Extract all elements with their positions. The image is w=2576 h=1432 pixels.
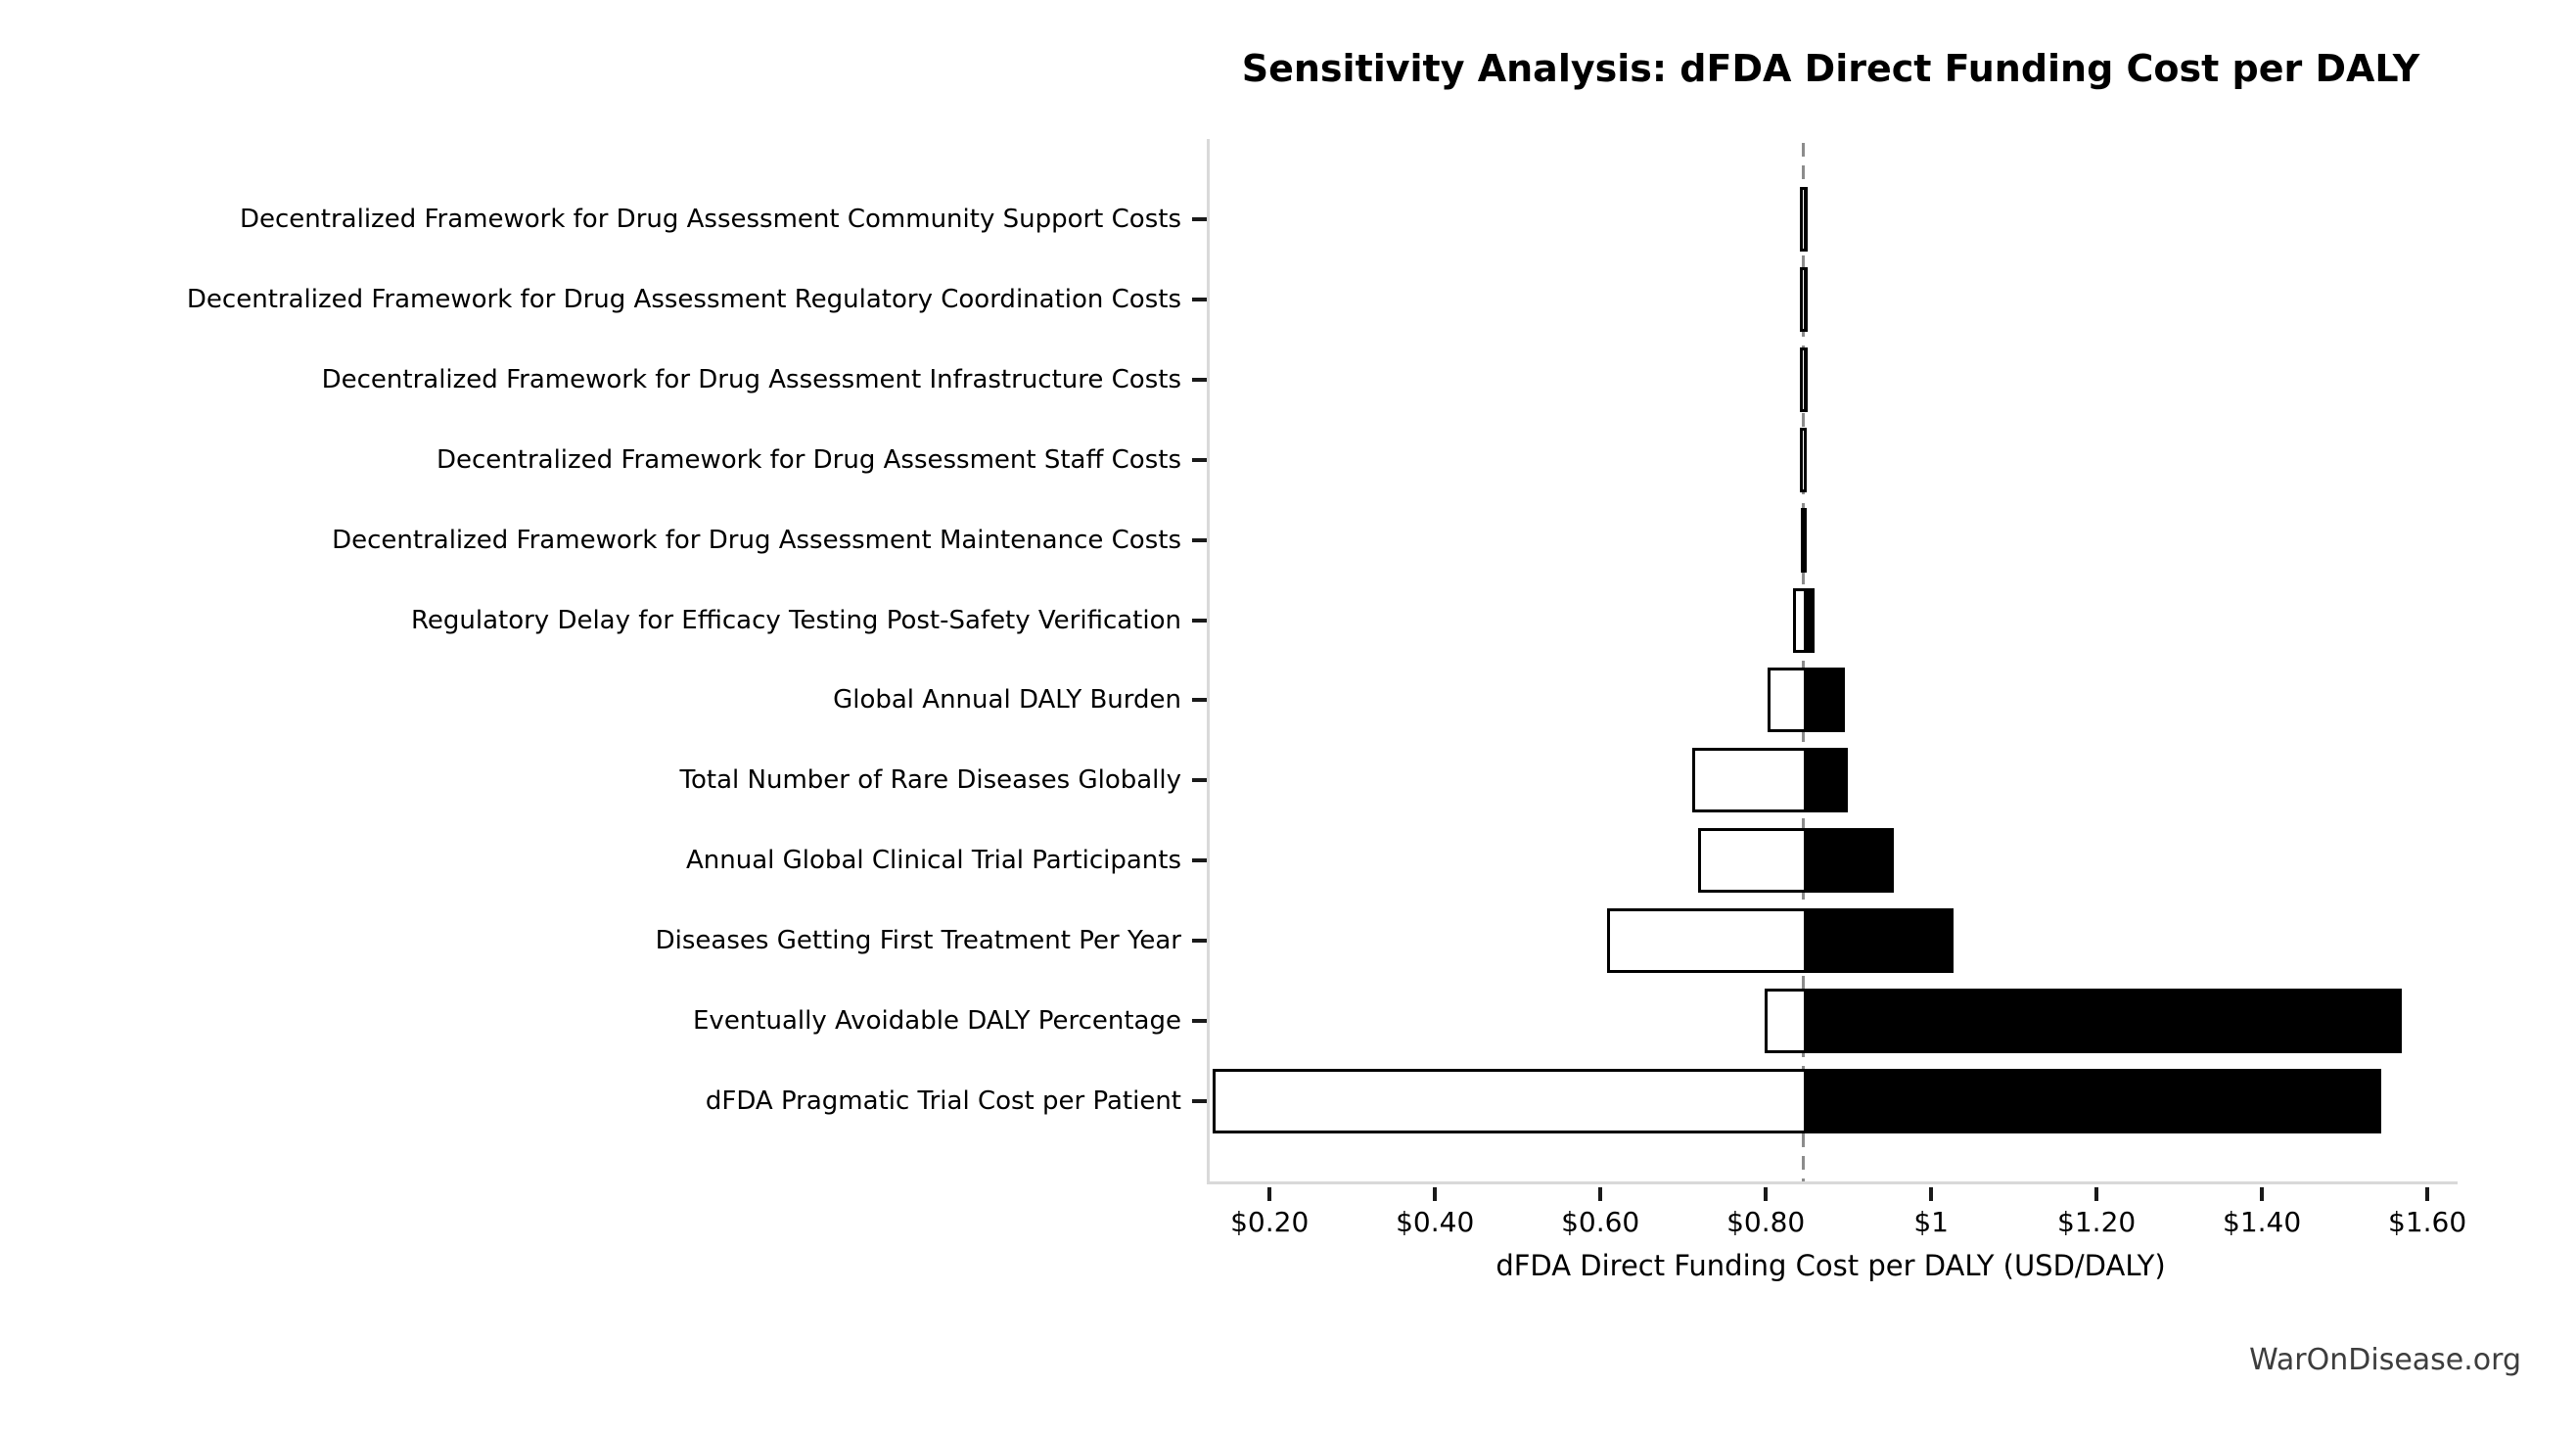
y-axis-labels: Decentralized Framework for Drug Assessm…	[0, 139, 1181, 1181]
y-tick-mark	[1192, 1019, 1207, 1024]
x-tick-mark	[2425, 1187, 2430, 1201]
bar-high-segment	[1803, 831, 1891, 891]
bar-high-segment	[1803, 911, 1952, 971]
x-tick-label: $0.80	[1726, 1206, 1806, 1238]
chart-title: Sensitivity Analysis: dFDA Direct Fundin…	[1241, 47, 2420, 90]
y-tick-mark	[1192, 537, 1207, 542]
x-tick-label: $1	[1913, 1206, 1949, 1238]
y-axis-label: dFDA Pragmatic Trial Cost per Patient	[705, 1086, 1181, 1117]
x-tick-mark	[2094, 1187, 2099, 1201]
x-axis-title: dFDA Direct Funding Cost per DALY (USD/D…	[1495, 1249, 2166, 1282]
y-tick-mark	[1192, 1099, 1207, 1104]
x-tick-label: $0.60	[1561, 1206, 1640, 1238]
bar-high-segment	[1803, 590, 1812, 650]
y-axis-label: Decentralized Framework for Drug Assessm…	[436, 444, 1181, 475]
y-tick-mark	[1192, 858, 1207, 863]
bar-high-segment	[1803, 1072, 2379, 1132]
footer-brand: WarOnDisease.org	[2249, 1343, 2521, 1377]
baseline-dashed-line	[1802, 143, 1806, 1181]
y-tick-mark	[1192, 618, 1207, 623]
bar-high-segment	[1803, 670, 1842, 730]
x-tick-mark	[1598, 1187, 1603, 1201]
bar-high-segment	[1803, 992, 2400, 1051]
plot-area	[1192, 139, 2458, 1184]
y-axis-label: Total Number of Rare Diseases Globally	[679, 765, 1181, 796]
tornado-bar	[1606, 908, 1955, 974]
tornado-bar	[1800, 427, 1808, 492]
tornado-bar	[1768, 668, 1845, 733]
x-tick-mark	[1433, 1187, 1438, 1201]
tornado-bar	[1698, 828, 1894, 894]
y-axis-label: Regulatory Delay for Efficacy Testing Po…	[410, 605, 1181, 635]
y-axis-label: Global Annual DALY Burden	[833, 685, 1181, 716]
x-tick-mark	[1267, 1187, 1272, 1201]
y-axis-label: Decentralized Framework for Drug Assessm…	[240, 204, 1181, 234]
x-tick-label: $0.20	[1230, 1206, 1310, 1238]
y-axis-label: Decentralized Framework for Drug Assessm…	[321, 364, 1181, 394]
tornado-bar	[1212, 1069, 2382, 1134]
x-tick-mark	[2260, 1187, 2265, 1201]
y-axis-label: Annual Global Clinical Trial Participant…	[686, 846, 1181, 876]
y-tick-mark	[1192, 377, 1207, 382]
x-tick-mark	[1764, 1187, 1769, 1201]
x-axis-ticks: $0.20 $0.40 $0.60 $0.80 $1 $1.20 $1.40 $1.60	[1207, 1184, 2466, 1321]
tornado-bar	[1799, 186, 1809, 252]
y-axis-label: Diseases Getting First Treatment Per Yea…	[655, 926, 1181, 956]
x-tick-label: $1.60	[2388, 1206, 2467, 1238]
tornado-bar	[1792, 587, 1815, 653]
bar-high-segment	[1803, 751, 1846, 810]
tornado-bar	[1764, 989, 2403, 1054]
y-axis-label: Decentralized Framework for Drug Assessm…	[332, 525, 1181, 555]
y-tick-mark	[1192, 297, 1207, 301]
y-axis-label: Eventually Avoidable DALY Percentage	[693, 1006, 1181, 1037]
x-tick-mark	[1929, 1187, 1934, 1201]
x-tick-label: $0.40	[1396, 1206, 1475, 1238]
tornado-bar	[1800, 346, 1808, 412]
bar-high-segment	[1803, 189, 1806, 249]
tornado-bar	[1800, 507, 1808, 573]
bar-high-segment	[1803, 349, 1805, 409]
y-tick-mark	[1192, 698, 1207, 703]
y-axis-label: Decentralized Framework for Drug Assessm…	[186, 284, 1181, 314]
y-tick-mark	[1192, 939, 1207, 944]
y-tick-mark	[1192, 778, 1207, 783]
tornado-bar	[1799, 266, 1809, 332]
bar-high-segment	[1803, 269, 1806, 329]
bar-high-segment	[1803, 430, 1805, 489]
x-tick-label: $1.40	[2223, 1206, 2302, 1238]
y-tick-mark	[1192, 457, 1207, 462]
y-tick-mark	[1192, 216, 1207, 221]
x-tick-label: $1.20	[2057, 1206, 2137, 1238]
tornado-bar	[1692, 748, 1849, 813]
